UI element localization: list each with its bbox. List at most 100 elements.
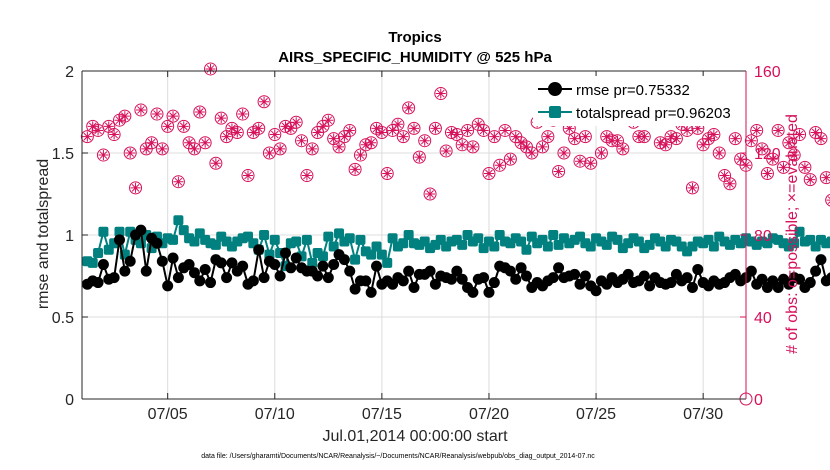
totalspread-point	[789, 238, 800, 249]
obs-possible-point	[257, 95, 271, 109]
rmse-point	[221, 272, 233, 284]
obs-evaluated-point	[205, 63, 216, 74]
rmse-point	[338, 254, 350, 266]
obs-evaluated-point	[178, 121, 189, 132]
obs-possible-point	[80, 130, 94, 144]
obs-evaluated-point	[607, 135, 618, 146]
rmse-point	[579, 270, 591, 282]
obs-evaluated-point	[510, 131, 521, 142]
obs-evaluated-point	[633, 131, 644, 142]
totalspread-point	[548, 230, 559, 240]
obs-evaluated-point	[312, 127, 323, 138]
totalspread-point	[398, 238, 409, 249]
rmse-point	[408, 281, 420, 293]
obs-possible-point	[487, 130, 501, 144]
totalspread-point	[489, 241, 500, 252]
rmse-point	[317, 260, 329, 272]
rmse-point	[622, 268, 634, 280]
obs-evaluated-point	[703, 133, 714, 144]
obs-evaluated-point	[601, 131, 612, 142]
obs-evaluated-point	[291, 117, 302, 128]
totalspread-point	[826, 236, 830, 247]
obs-possible-point	[434, 87, 448, 101]
rmse-point	[804, 277, 816, 289]
obs-evaluated-point	[125, 148, 136, 158]
obs-possible-point	[300, 169, 314, 183]
obs-possible-point	[423, 187, 437, 201]
obs-evaluated-point	[130, 182, 141, 193]
obs-evaluated-point	[821, 172, 830, 183]
rmse-point	[140, 265, 152, 277]
y-tick-label-left: 1	[65, 228, 74, 245]
obs-evaluated-point	[596, 148, 607, 158]
obs-evaluated-point	[810, 127, 821, 138]
obs-possible-point	[193, 105, 207, 119]
rmse-point	[167, 252, 179, 264]
obs-possible-point	[353, 148, 367, 162]
obs-evaluated-point	[98, 150, 109, 161]
obs-possible-point	[364, 136, 378, 150]
chart-title: Tropics	[388, 29, 441, 46]
obs-possible-point	[187, 142, 201, 156]
totalspread-point	[794, 226, 805, 237]
rmse-point	[328, 259, 340, 271]
rmse-point	[215, 257, 227, 269]
rmse-point	[692, 263, 704, 275]
obs-evaluated-point	[617, 143, 628, 154]
obs-evaluated-point	[173, 176, 184, 187]
obs-possible-point	[145, 136, 159, 150]
totalspread-point	[334, 228, 345, 239]
obs-possible-point	[616, 142, 630, 156]
totalspread-point	[328, 241, 339, 252]
obs-possible-point	[230, 126, 244, 139]
totalspread-point	[173, 215, 184, 226]
totalspread-point	[473, 233, 484, 244]
totalspread-point	[382, 257, 393, 268]
obs-possible-point	[204, 62, 218, 76]
obs-evaluated-point	[135, 104, 146, 115]
obs-evaluated-point	[194, 107, 205, 117]
totalspread-point	[114, 226, 125, 237]
obs-possible-point	[750, 123, 764, 137]
obs-possible-point	[129, 181, 143, 195]
obs-evaluated-point	[789, 150, 800, 161]
obs-possible-point	[594, 146, 608, 160]
x-tick-label: 07/05	[148, 406, 188, 423]
rmse-point	[97, 259, 109, 271]
obs-possible-point	[198, 136, 212, 150]
obs-evaluated-point	[151, 109, 162, 120]
obs-possible-point	[305, 142, 319, 156]
obs-possible-point	[455, 138, 469, 152]
rmse-point	[371, 260, 383, 272]
obs-evaluated-point	[157, 143, 168, 154]
obs-evaluated-point	[655, 137, 666, 148]
obs-evaluated-point	[494, 160, 505, 171]
rmse-point	[665, 277, 677, 289]
y-axis-label-left: rmse and totalspread	[35, 159, 52, 309]
obs-evaluated-point	[334, 141, 345, 152]
obs-possible-point	[782, 136, 796, 150]
obs-evaluated-point	[200, 137, 211, 148]
y-tick-label-left: 1.5	[52, 146, 74, 163]
rmse-point	[424, 265, 436, 277]
obs-evaluated-point	[542, 131, 553, 142]
obs-possible-point	[573, 154, 587, 168]
obs-possible-point	[391, 117, 405, 131]
rmse-point	[794, 273, 806, 285]
totalspread-point	[612, 234, 623, 245]
obs-possible-point	[578, 130, 592, 144]
rmse-point	[826, 272, 830, 283]
totalspread-point	[307, 257, 318, 268]
obs-evaluated-point	[462, 125, 473, 136]
totalspread-point	[317, 251, 328, 262]
obs-evaluated-point	[505, 154, 516, 165]
obs-evaluated-point	[639, 131, 650, 142]
obs-evaluated-point	[724, 178, 735, 189]
totalspread-point	[87, 257, 98, 268]
obs-possible-point	[177, 119, 191, 133]
x-axis-label: Jul.01,2014 00:00:00 start	[322, 428, 508, 445]
legend-box	[533, 76, 743, 126]
obs-possible-point	[503, 152, 517, 166]
obs-evaluated-point	[746, 135, 757, 146]
obs-possible-point	[134, 103, 148, 117]
